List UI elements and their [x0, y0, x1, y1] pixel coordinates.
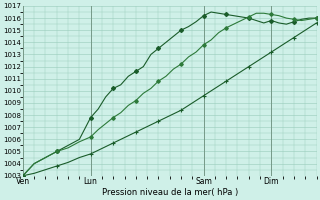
X-axis label: Pression niveau de la mer( hPa ): Pression niveau de la mer( hPa ): [101, 188, 238, 197]
